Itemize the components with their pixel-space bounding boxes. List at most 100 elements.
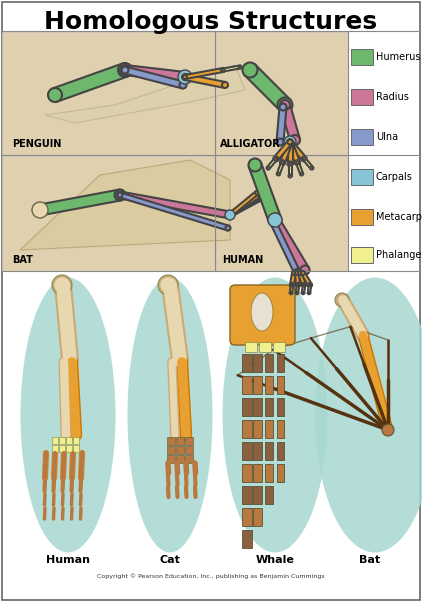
Bar (52, 445, 58, 452)
Bar (59, 437, 65, 444)
Polygon shape (290, 273, 296, 285)
Circle shape (118, 63, 132, 77)
Circle shape (302, 292, 304, 294)
Bar (66, 445, 72, 452)
Bar (253, 376, 262, 394)
Text: Homologous Structures: Homologous Structures (44, 10, 378, 34)
Circle shape (289, 175, 292, 178)
Polygon shape (295, 273, 300, 285)
Circle shape (173, 353, 187, 367)
Circle shape (281, 161, 284, 164)
Circle shape (122, 66, 129, 73)
Circle shape (158, 275, 178, 295)
Ellipse shape (222, 278, 327, 553)
Circle shape (243, 63, 257, 78)
Text: Carpals: Carpals (376, 172, 413, 182)
Circle shape (228, 213, 232, 217)
Circle shape (271, 216, 279, 225)
Polygon shape (280, 141, 292, 164)
Bar (253, 442, 262, 460)
Bar (216, 32, 348, 155)
Polygon shape (288, 140, 306, 161)
Circle shape (267, 167, 270, 170)
Circle shape (287, 140, 292, 144)
Text: BAT: BAT (12, 255, 33, 265)
Circle shape (291, 284, 293, 286)
Polygon shape (302, 285, 305, 293)
Polygon shape (53, 63, 127, 102)
Circle shape (35, 205, 46, 216)
Circle shape (287, 140, 292, 144)
Circle shape (287, 140, 292, 144)
Bar (265, 420, 273, 438)
Circle shape (183, 75, 187, 79)
Circle shape (287, 140, 292, 144)
Circle shape (308, 292, 310, 294)
Circle shape (228, 213, 232, 217)
Bar (265, 398, 273, 416)
Circle shape (303, 157, 306, 160)
Polygon shape (288, 141, 300, 164)
Bar (277, 420, 284, 438)
Bar (253, 398, 262, 416)
Bar (277, 398, 284, 416)
Circle shape (295, 271, 299, 275)
Text: Phalanges: Phalanges (376, 250, 422, 260)
Circle shape (273, 157, 279, 161)
Circle shape (270, 219, 276, 225)
Circle shape (222, 69, 225, 72)
Polygon shape (276, 107, 287, 142)
Polygon shape (301, 272, 312, 286)
Polygon shape (249, 163, 281, 222)
Circle shape (298, 271, 302, 275)
Polygon shape (308, 285, 311, 293)
Text: Ulna: Ulna (376, 132, 398, 142)
Text: ALLIGATOR: ALLIGATOR (220, 139, 281, 149)
Circle shape (228, 213, 232, 217)
Ellipse shape (21, 278, 116, 553)
Bar (73, 445, 79, 452)
Bar (185, 446, 193, 454)
Circle shape (335, 293, 349, 307)
Circle shape (182, 74, 188, 80)
Bar (253, 420, 262, 438)
Circle shape (287, 161, 292, 167)
Text: Human: Human (46, 555, 90, 565)
Polygon shape (20, 160, 230, 250)
Text: Radius: Radius (376, 92, 409, 102)
Circle shape (255, 191, 259, 194)
FancyBboxPatch shape (351, 49, 373, 65)
Polygon shape (290, 285, 293, 293)
Bar (242, 354, 252, 372)
Polygon shape (119, 193, 229, 231)
Circle shape (295, 160, 300, 165)
Polygon shape (185, 68, 223, 79)
Bar (176, 455, 184, 463)
Circle shape (257, 193, 262, 197)
Circle shape (225, 210, 235, 220)
Circle shape (32, 202, 48, 218)
Bar (242, 530, 252, 548)
Bar (2, 156, 215, 271)
Circle shape (116, 191, 124, 199)
Text: Humerus: Humerus (376, 52, 420, 62)
Polygon shape (124, 65, 186, 82)
Circle shape (225, 226, 230, 231)
Circle shape (228, 213, 232, 217)
Circle shape (296, 161, 299, 164)
Polygon shape (303, 158, 313, 169)
Polygon shape (229, 196, 261, 217)
Text: Copyright © Pearson Education, Inc., publishing as Benjamin Cummings: Copyright © Pearson Education, Inc., pub… (97, 573, 325, 579)
Circle shape (278, 98, 292, 113)
Circle shape (280, 100, 290, 110)
Text: Bat: Bat (360, 555, 381, 565)
Polygon shape (296, 162, 303, 175)
Bar (176, 446, 184, 454)
Circle shape (55, 278, 69, 292)
Polygon shape (119, 191, 231, 219)
Polygon shape (229, 198, 259, 217)
Bar (2, 32, 215, 155)
Polygon shape (271, 221, 300, 273)
Circle shape (302, 283, 306, 287)
Text: HUMAN: HUMAN (222, 255, 263, 265)
